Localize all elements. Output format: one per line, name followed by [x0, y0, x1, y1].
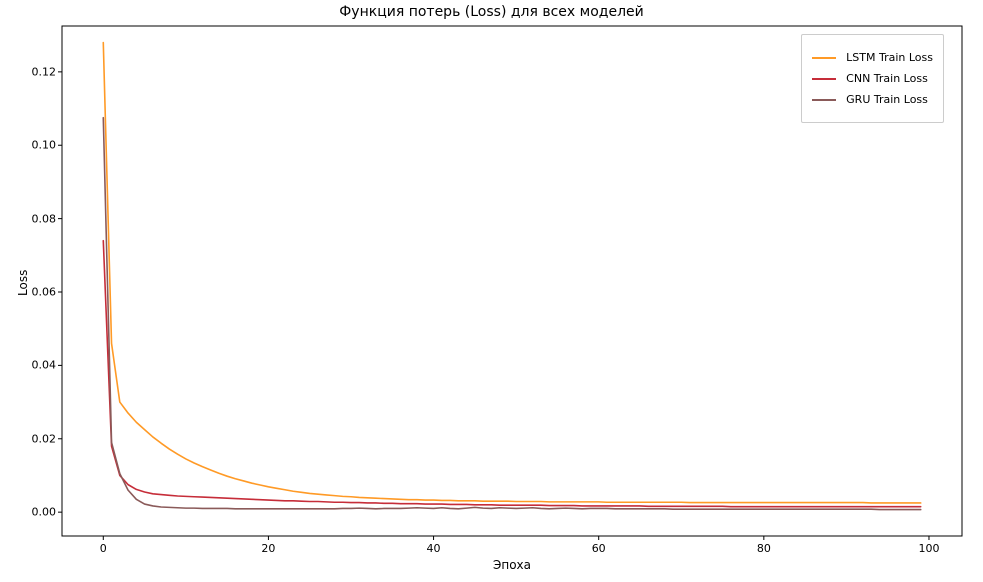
y-tick-label: 0.02: [22, 432, 56, 445]
x-tick-label: 20: [261, 542, 275, 555]
y-tick-label: 0.10: [22, 139, 56, 152]
x-tick-label: 100: [918, 542, 939, 555]
x-tick-label: 60: [592, 542, 606, 555]
y-tick-label: 0.00: [22, 506, 56, 519]
legend: LSTM Train Loss CNN Train Loss GRU Train L…: [801, 34, 944, 123]
legend-swatch: [812, 57, 836, 59]
y-axis-label: Loss: [16, 270, 30, 296]
y-tick-label: 0.08: [22, 212, 56, 225]
y-tick-label: 0.12: [22, 65, 56, 78]
y-tick-label: 0.04: [22, 359, 56, 372]
x-tick-label: 40: [427, 542, 441, 555]
legend-swatch: [812, 78, 836, 80]
legend-label: CNN Train Loss: [846, 72, 928, 85]
x-tick-label: 0: [100, 542, 107, 555]
legend-item: CNN Train Loss: [812, 72, 933, 85]
legend-swatch: [812, 99, 836, 101]
legend-item: LSTM Train Loss: [812, 51, 933, 64]
x-axis-label: Эпоха: [62, 558, 962, 572]
legend-label: GRU Train Loss: [846, 93, 928, 106]
legend-item: GRU Train Loss: [812, 93, 933, 106]
loss-chart: Функция потерь (Loss) для всех моделей 0…: [0, 0, 983, 582]
legend-label: LSTM Train Loss: [846, 51, 933, 64]
x-tick-label: 80: [757, 542, 771, 555]
